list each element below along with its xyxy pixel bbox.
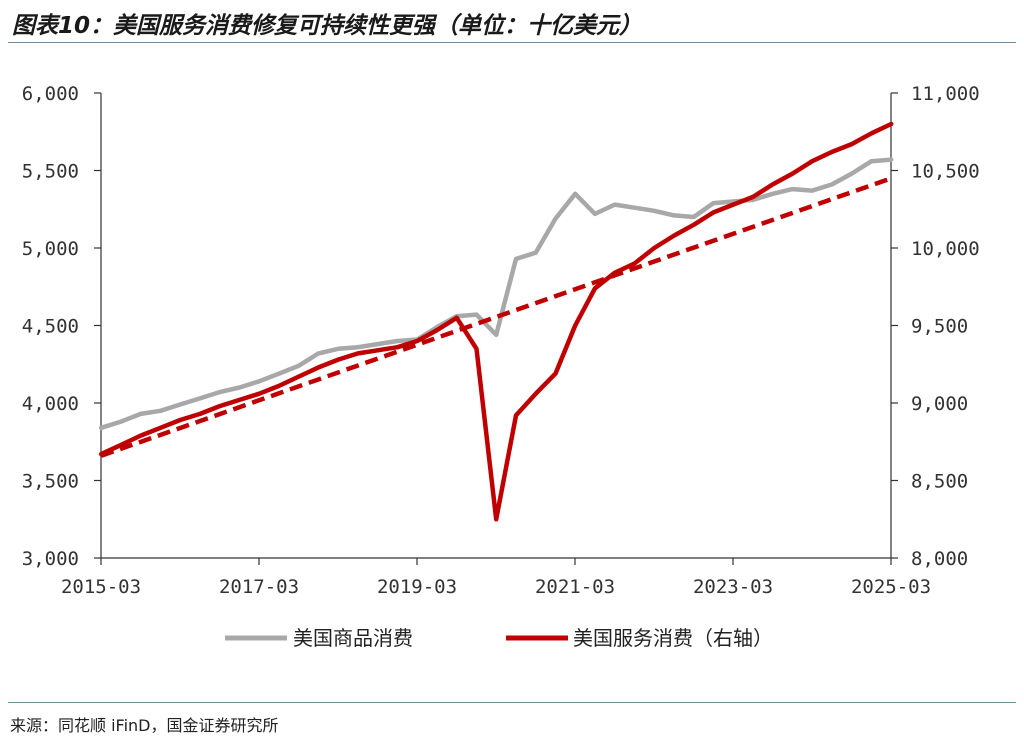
left-tick-label: 5,000 (22, 238, 79, 260)
title-divider (8, 42, 1016, 43)
chart-series (98, 121, 894, 522)
services-trend-line (100, 176, 892, 458)
right-tick-label: 8,500 (911, 471, 968, 493)
right-tick-label: 9,500 (911, 316, 968, 338)
right-tick-label: 10,500 (911, 161, 980, 183)
legend-services-label: 美国服务消费（右轴） (573, 626, 773, 650)
left-tick-label: 3,000 (22, 548, 79, 570)
x-tick-label: 2021-03 (535, 576, 615, 598)
x-tick-label: 2015-03 (61, 576, 141, 598)
left-tick-label: 5,500 (22, 161, 79, 183)
x-tick-label: 2019-03 (377, 576, 457, 598)
left-tick-label: 3,500 (22, 471, 79, 493)
x-tick-label: 2017-03 (219, 576, 299, 598)
right-tick-label: 11,000 (911, 83, 980, 105)
x-tick-label: 2023-03 (693, 576, 773, 598)
right-tick-label: 10,000 (911, 238, 980, 260)
x-tick-label: 2025-03 (851, 576, 931, 598)
chart-axes: 3,000 3,500 4,000 4,500 5,000 5,500 6,000 8,000… (22, 83, 980, 598)
left-tick-label: 4,500 (22, 316, 79, 338)
goods-consumption-line (98, 157, 894, 431)
chart-legend: 美国商品消费 美国服务消费（右轴） (225, 626, 773, 650)
right-tick-label: 8,000 (911, 548, 968, 570)
page-title: 图表10：美国服务消费修复可持续性更强（单位：十亿美元） (12, 13, 643, 39)
right-tick-label: 9,000 (911, 393, 968, 415)
legend-goods-label: 美国商品消费 (293, 626, 413, 650)
left-tick-label: 4,000 (22, 393, 79, 415)
source-divider (8, 702, 1016, 703)
left-tick-label: 6,000 (22, 83, 79, 105)
line-chart: 3,000 3,500 4,000 4,500 5,000 5,500 6,000 8,000… (22, 83, 980, 650)
services-consumption-line (98, 121, 894, 522)
source-note: 来源：同花顺 iFinD，国金证券研究所 (10, 716, 279, 735)
